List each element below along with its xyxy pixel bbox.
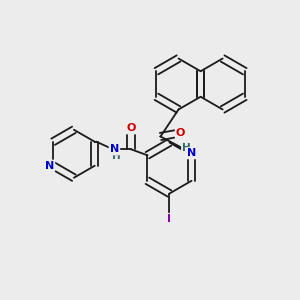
- Text: H: H: [182, 143, 191, 153]
- Text: N: N: [187, 148, 196, 158]
- Text: N: N: [110, 144, 119, 154]
- Text: O: O: [176, 128, 185, 139]
- Text: H: H: [112, 151, 120, 161]
- Text: O: O: [126, 123, 136, 133]
- Text: I: I: [167, 214, 172, 224]
- Text: N: N: [45, 161, 54, 171]
